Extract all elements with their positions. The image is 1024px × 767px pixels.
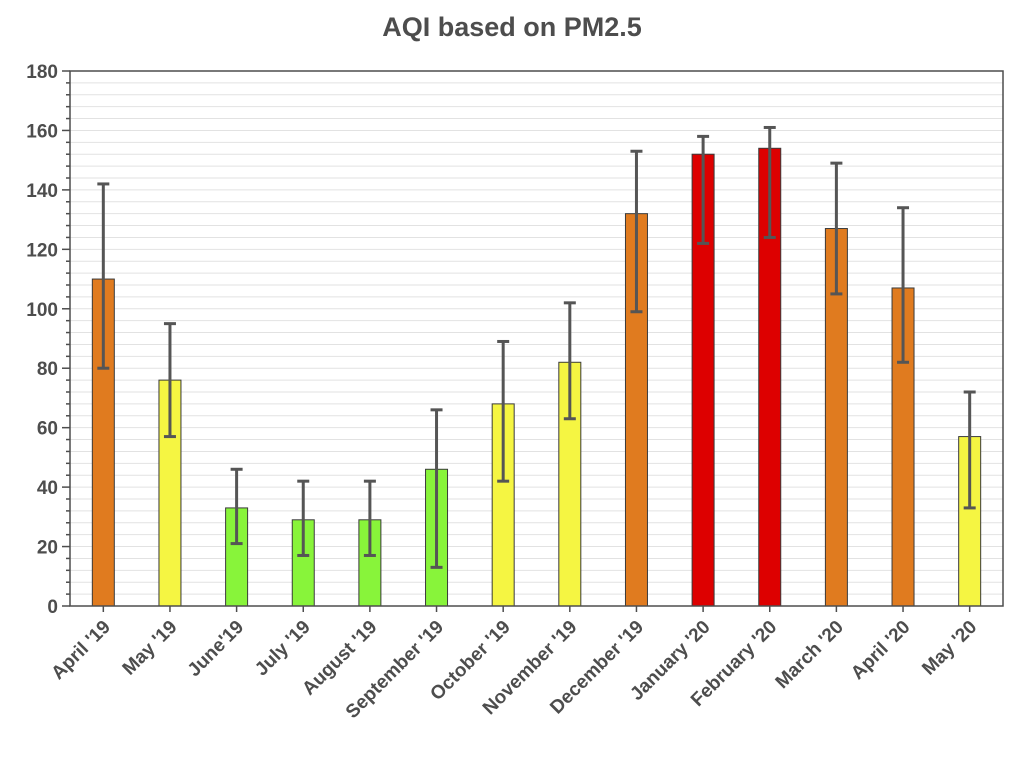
- y-tick-label: 40: [37, 478, 58, 499]
- axes: [62, 70, 1004, 612]
- y-tick-labels: 0 20 40 60 80 100 120 140 160 180: [26, 62, 58, 618]
- y-tick-label: 60: [37, 419, 58, 440]
- y-tick-label: 120: [26, 240, 58, 261]
- x-tick-label: June'19: [184, 617, 248, 681]
- gridlines: [70, 82, 1003, 595]
- y-tick-label: 20: [37, 538, 58, 559]
- y-tick-label: 160: [26, 121, 58, 142]
- x-tick-label: May '19: [119, 617, 182, 680]
- error-bars: [97, 125, 976, 569]
- chart-title: AQI based on PM2.5: [382, 12, 642, 42]
- x-tick-label: July '19: [251, 617, 315, 681]
- x-tick-label: April '19: [48, 617, 115, 684]
- bars: [91, 147, 982, 607]
- y-tick-label: 180: [26, 62, 58, 83]
- x-tick-label: May '20: [918, 617, 981, 680]
- plot-frame: [69, 70, 1004, 607]
- x-tick-label: April '20: [847, 617, 914, 684]
- y-tick-label: 80: [37, 359, 58, 380]
- x-tick-label: March '20: [772, 617, 848, 693]
- y-tick-label: 140: [26, 181, 58, 202]
- y-tick-label: 0: [47, 597, 58, 618]
- y-tick-label: 100: [26, 300, 58, 321]
